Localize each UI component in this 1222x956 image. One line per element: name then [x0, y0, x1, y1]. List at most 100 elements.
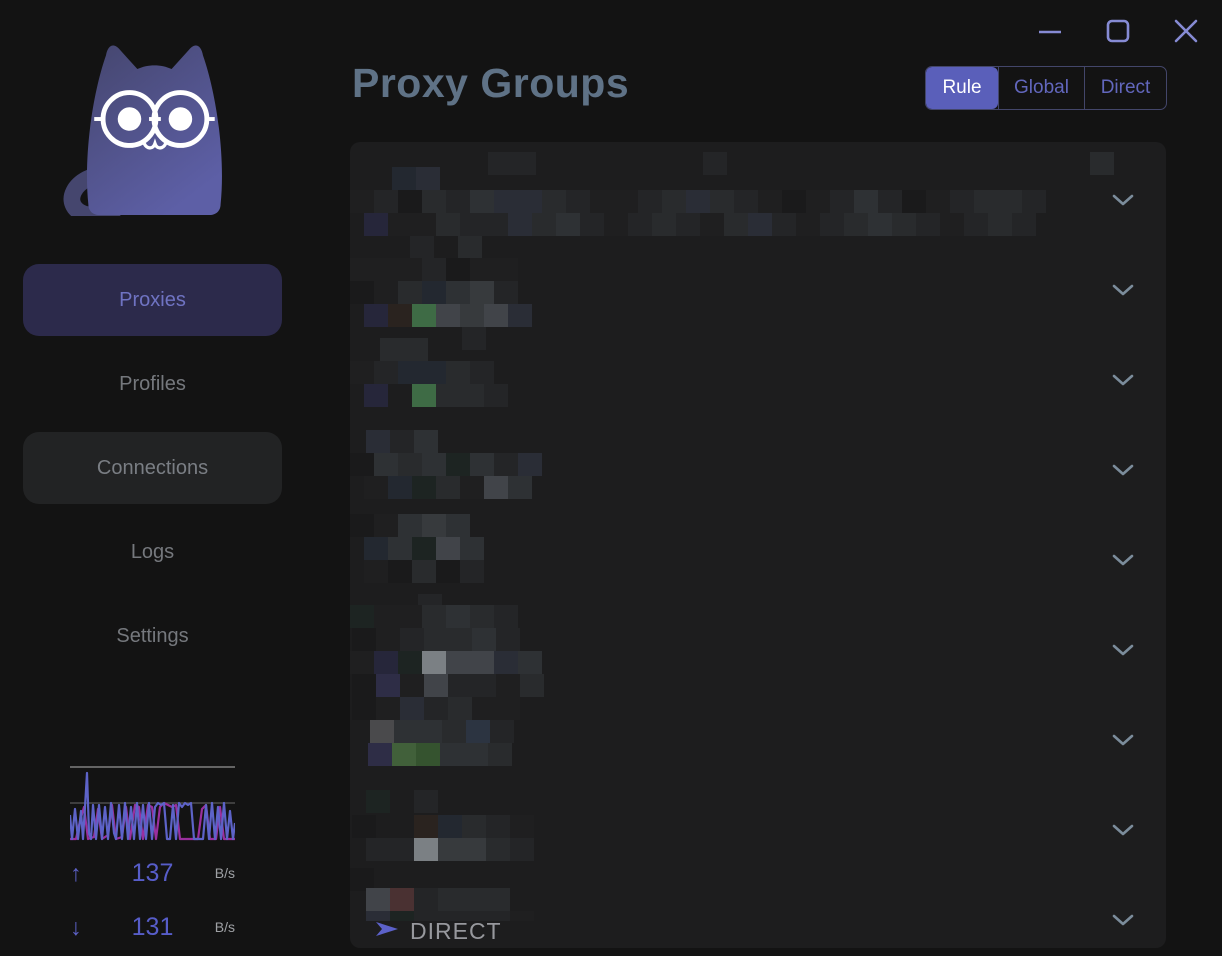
censored-pixel-block: [488, 152, 512, 175]
censored-pixel-block: [806, 190, 830, 213]
group-expand-chevron-down-icon[interactable]: [1106, 548, 1140, 572]
group-expand-chevron-down-icon[interactable]: [1106, 278, 1140, 302]
censored-pixel-block: [412, 476, 436, 499]
minimize-button[interactable]: [1034, 14, 1066, 46]
censored-pixel-block: [388, 213, 412, 236]
sidebar-item-settings[interactable]: Settings: [23, 600, 282, 672]
censored-pixel-block: [366, 790, 390, 813]
censored-pixel-block: [484, 213, 508, 236]
censored-pixel-block: [758, 190, 782, 213]
censored-pixel-block: [374, 651, 398, 674]
mode-direct-button[interactable]: Direct: [1084, 67, 1166, 109]
group-expand-chevron-down-icon[interactable]: [1106, 368, 1140, 392]
censored-pixel-block: [364, 213, 388, 236]
sidebar-nav: Proxies Profiles Connections Logs Settin…: [0, 264, 305, 684]
censored-pixel-block: [892, 213, 916, 236]
censored-pixel-block: [590, 190, 614, 213]
censored-pixel-block: [446, 651, 470, 674]
group-expand-chevron-down-icon[interactable]: [1106, 908, 1140, 932]
censored-pixel-block: [496, 674, 520, 697]
censored-pixel-block: [388, 476, 412, 499]
censored-pixel-block: [398, 361, 422, 384]
censored-pixel-block: [398, 651, 422, 674]
censored-pixel-block: [703, 152, 727, 175]
censored-pixel-block: [398, 190, 422, 213]
censored-pixel-block: [472, 674, 496, 697]
censored-pixel-block: [820, 213, 844, 236]
download-unit: B/s: [214, 919, 235, 935]
censored-pixel-block: [422, 190, 446, 213]
censored-pixel-block: [462, 888, 486, 911]
censored-pixel-block: [508, 304, 532, 327]
censored-pixel-block: [438, 888, 462, 911]
group-expand-chevron-down-icon[interactable]: [1106, 638, 1140, 662]
censored-pixel-block: [796, 213, 820, 236]
censored-pixel-block: [470, 190, 494, 213]
censored-pixel-block: [410, 236, 434, 259]
censored-pixel-block: [436, 213, 460, 236]
group-expand-chevron-down-icon[interactable]: [1106, 818, 1140, 842]
download-value: 131: [131, 912, 174, 941]
proxy-item-direct[interactable]: DIRECT: [374, 918, 502, 945]
censored-pixel-block: [350, 281, 374, 304]
censored-pixel-block: [518, 453, 542, 476]
censored-pixel-block: [398, 453, 422, 476]
close-button[interactable]: [1170, 14, 1202, 46]
censored-pixel-block: [424, 674, 448, 697]
group-expand-chevron-down-icon[interactable]: [1106, 188, 1140, 212]
censored-pixel-block: [368, 743, 392, 766]
censored-pixel-block: [448, 628, 472, 651]
censored-pixel-block: [950, 190, 974, 213]
censored-pixel-block: [414, 430, 438, 453]
censored-pixel-block: [436, 537, 460, 560]
censored-pixel-block: [604, 213, 628, 236]
mode-rule-button[interactable]: Rule: [926, 67, 998, 109]
censored-pixel-block: [988, 213, 1012, 236]
censored-pixel-block: [486, 911, 510, 921]
maximize-button[interactable]: [1102, 14, 1134, 46]
censored-pixel-block: [422, 605, 446, 628]
censored-pixel-block: [392, 167, 416, 190]
censored-pixel-block: [512, 152, 536, 175]
mode-global-button[interactable]: Global: [998, 67, 1084, 109]
censored-pixel-block: [374, 258, 398, 281]
censored-pixel-block: [436, 476, 460, 499]
sidebar-item-label: Settings: [116, 624, 189, 647]
censored-pixel-block: [400, 628, 424, 651]
sidebar-item-logs[interactable]: Logs: [23, 516, 282, 588]
censored-pixel-block: [628, 213, 652, 236]
censored-pixel-block: [390, 888, 414, 911]
censored-pixel-block: [470, 281, 494, 304]
censored-pixel-block: [414, 815, 438, 838]
censored-pixel-block: [436, 304, 460, 327]
arrow-down-icon: ↓: [70, 913, 82, 940]
censored-pixel-block: [494, 453, 518, 476]
send-arrow-icon: [374, 918, 400, 945]
censored-pixel-block: [508, 476, 532, 499]
censored-pixel-block: [472, 628, 496, 651]
censored-pixel-block: [374, 453, 398, 476]
censored-pixel-block: [376, 628, 400, 651]
censored-pixel-block: [484, 476, 508, 499]
group-expand-chevron-down-icon[interactable]: [1106, 728, 1140, 752]
censored-pixel-block: [412, 384, 436, 407]
censored-pixel-block: [470, 453, 494, 476]
censored-pixel-block: [470, 605, 494, 628]
censored-pixel-block: [352, 674, 376, 697]
censored-pixel-block: [350, 514, 374, 537]
sidebar-item-profiles[interactable]: Profiles: [23, 348, 282, 420]
censored-pixel-block: [424, 697, 448, 720]
censored-pixel-block: [364, 537, 388, 560]
censored-pixel-block: [494, 651, 518, 674]
sidebar-item-proxies[interactable]: Proxies: [23, 264, 282, 336]
censored-pixel-block: [916, 213, 940, 236]
censored-pixel-block: [542, 190, 566, 213]
censored-pixel-block: [380, 338, 404, 361]
censored-pixel-block: [412, 213, 436, 236]
censored-pixel-block: [470, 361, 494, 384]
censored-pixel-block: [510, 911, 534, 921]
group-expand-chevron-down-icon[interactable]: [1106, 458, 1140, 482]
censored-pixel-block: [580, 213, 604, 236]
upload-unit: B/s: [214, 865, 235, 881]
sidebar-item-connections[interactable]: Connections: [23, 432, 282, 504]
